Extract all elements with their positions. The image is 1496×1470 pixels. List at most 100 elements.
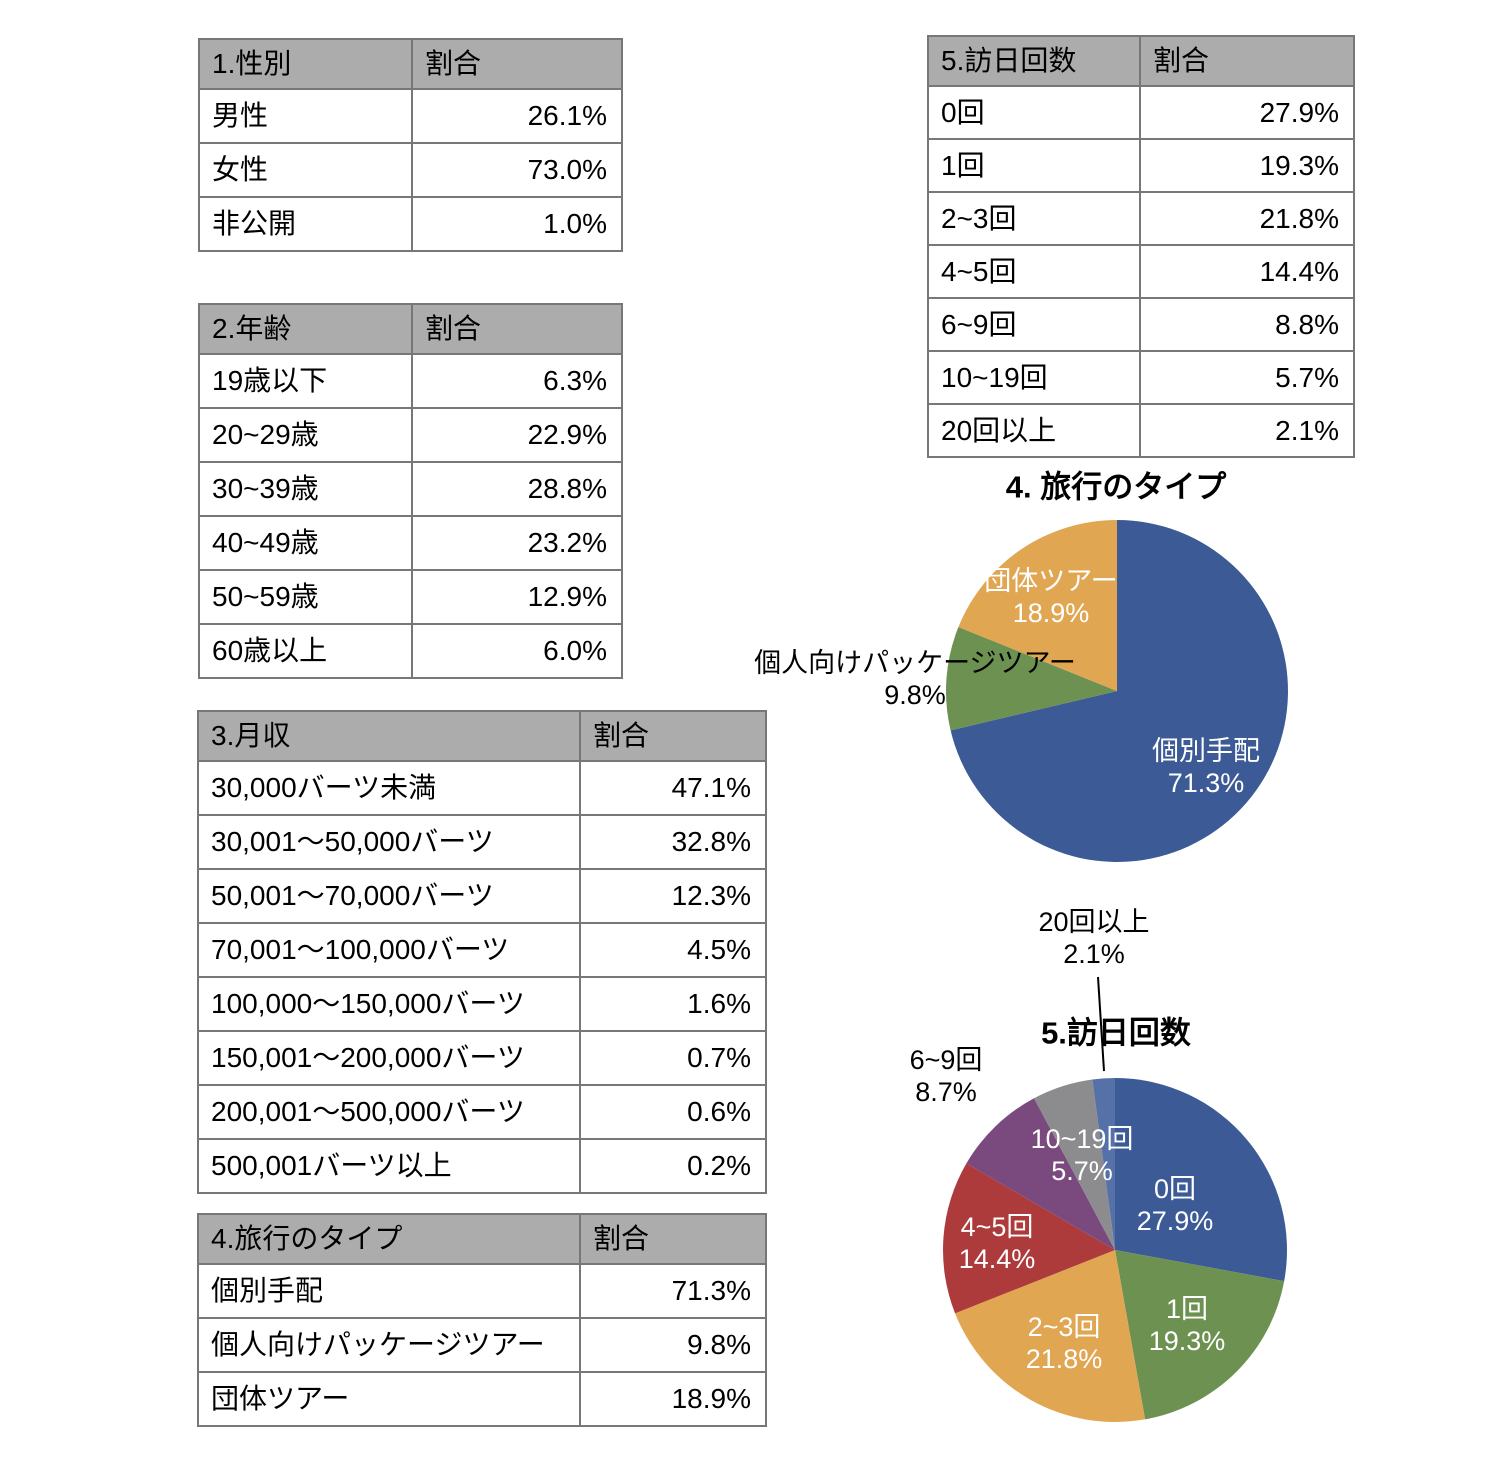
- pie-2-leader-line: [1097, 976, 1105, 1072]
- table-cell-value: 47.1%: [579, 760, 767, 816]
- pie-slice-percent-label: 18.9%: [1012, 598, 1090, 628]
- pie-visit-count-title: 5.訪日回数: [1041, 1015, 1191, 1051]
- table-header-category: 1.性別: [198, 38, 413, 90]
- table-cell-value: 73.0%: [411, 142, 623, 198]
- table-header-share: 割合: [579, 710, 767, 762]
- table-cell-value: 2.1%: [1139, 403, 1355, 458]
- table-cell-value: 19.3%: [1139, 138, 1355, 193]
- table-row: 50~59歳 12.9%: [198, 569, 623, 625]
- table-cell-label: 100,000〜150,000バーツ: [197, 976, 581, 1032]
- pie-slice-category-label: 個別手配: [1152, 736, 1260, 766]
- pie-2-slice-1: [1115, 1250, 1285, 1420]
- table-row: 1回 19.3%: [927, 138, 1355, 193]
- table-header-category: 2.年齢: [198, 303, 413, 355]
- table-row: 40~49歳 23.2%: [198, 515, 623, 571]
- table-cell-value: 12.3%: [579, 868, 767, 924]
- pie-2-label-1: 1回 19.3%: [1149, 1293, 1226, 1357]
- pie-1-label-2: 団体ツアー 18.9%: [984, 565, 1117, 629]
- pie-slice-percent-label: 8.7%: [915, 1077, 977, 1107]
- pie-2-label-4: 6~9回 8.7%: [910, 1044, 983, 1108]
- pie-slice-category-label: 0回: [1153, 1174, 1197, 1204]
- table-header-share: 割合: [411, 38, 623, 90]
- pie-slice-category-label: 1回: [1165, 1294, 1209, 1324]
- pie-slice-percent-label: 5.7%: [1051, 1156, 1113, 1186]
- table-cell-value: 6.0%: [411, 623, 623, 679]
- table-row: 女性 73.0%: [198, 142, 623, 198]
- pie-slice-percent-label: 2.1%: [1063, 939, 1125, 969]
- table-row: 団体ツアー 18.9%: [197, 1371, 767, 1427]
- table-cell-label: 20回以上: [927, 403, 1141, 458]
- pie-1-slice-0: [950, 520, 1288, 862]
- pie-slice-percent-label: 21.8%: [1025, 1344, 1103, 1374]
- table-cell-value: 6.3%: [411, 353, 623, 409]
- pie-slice-percent-label: 27.9%: [1136, 1206, 1214, 1236]
- pie-slice-category-label: 団体ツアー: [984, 566, 1118, 596]
- table-header-category: 4.旅行のタイプ: [197, 1213, 581, 1265]
- table-cell-value: 21.8%: [1139, 191, 1355, 246]
- table-row: 30,000バーツ未満 47.1%: [197, 760, 767, 816]
- pie-slice-percent-label: 14.4%: [958, 1244, 1036, 1274]
- table-row: 19歳以下 6.3%: [198, 353, 623, 409]
- table-cell-label: 500,001バーツ以上: [197, 1138, 581, 1194]
- table-cell-value: 9.8%: [579, 1317, 767, 1373]
- table-cell-label: 団体ツアー: [197, 1371, 581, 1427]
- pie-2-slice-6: [1092, 1078, 1115, 1250]
- table-header-row: 1.性別 割合: [198, 38, 623, 90]
- table-cell-label: 200,001〜500,000バーツ: [197, 1084, 581, 1140]
- table-row: 30~39歳 28.8%: [198, 461, 623, 517]
- table-cell-value: 27.9%: [1139, 85, 1355, 140]
- table-cell-label: 10~19回: [927, 350, 1141, 405]
- pie-slice-category-label: 4~5回: [960, 1212, 1034, 1242]
- table-cell-label: 個人向けパッケージツアー: [197, 1317, 581, 1373]
- table-cell-value: 0.6%: [579, 1084, 767, 1140]
- table-cell-label: 19歳以下: [198, 353, 413, 409]
- pie-slice-category-label: 10~19回: [1030, 1124, 1134, 1154]
- table-row: 100,000〜150,000バーツ 1.6%: [197, 976, 767, 1032]
- table-cell-label: 2~3回: [927, 191, 1141, 246]
- table-row: 6~9回 8.8%: [927, 297, 1355, 352]
- pie-2-label-2: 2~3回 21.8%: [1026, 1311, 1103, 1375]
- pie-slice-category-label: 6~9回: [909, 1045, 983, 1075]
- table-cell-label: 30~39歳: [198, 461, 413, 517]
- table-cell-value: 23.2%: [411, 515, 623, 571]
- table-gender: 1.性別 割合 男性 26.1% 女性 73.0% 非公開 1.0%: [198, 38, 623, 252]
- table-header-category: 5.訪日回数: [927, 35, 1141, 87]
- table-row: 70,001〜100,000バーツ 4.5%: [197, 922, 767, 978]
- table-cell-value: 32.8%: [579, 814, 767, 870]
- table-cell-value: 71.3%: [579, 1263, 767, 1319]
- table-cell-label: 30,000バーツ未満: [197, 760, 581, 816]
- table-travel-type: 4.旅行のタイプ 割合 個別手配 71.3% 個人向けパッケージツアー 9.8% 団体ツアー…: [197, 1213, 767, 1427]
- pie-slice-category-label: 個人向けパッケージツアー: [754, 648, 1076, 678]
- table-cell-label: 150,001〜200,000バーツ: [197, 1030, 581, 1086]
- table-row: 男性 26.1%: [198, 88, 623, 144]
- pie-1-label-0: 個別手配 71.3%: [1152, 735, 1260, 799]
- pie-1-slice-2: [958, 520, 1117, 691]
- table-cell-label: 20~29歳: [198, 407, 413, 463]
- pie-2-slice-3: [943, 1163, 1115, 1314]
- pie-2-slice-5: [1034, 1079, 1115, 1250]
- table-row: 4~5回 14.4%: [927, 244, 1355, 299]
- table-cell-value: 18.9%: [579, 1371, 767, 1427]
- table-cell-value: 28.8%: [411, 461, 623, 517]
- table-row: 200,001〜500,000バーツ 0.6%: [197, 1084, 767, 1140]
- table-row: 20~29歳 22.9%: [198, 407, 623, 463]
- table-cell-value: 0.2%: [579, 1138, 767, 1194]
- table-row: 30,001〜50,000バーツ 32.8%: [197, 814, 767, 870]
- table-row: 2~3回 21.8%: [927, 191, 1355, 246]
- table-cell-value: 22.9%: [411, 407, 623, 463]
- table-cell-label: 非公開: [198, 196, 413, 252]
- table-cell-value: 1.0%: [411, 196, 623, 252]
- table-age: 2.年齢 割合 19歳以下 6.3% 20~29歳 22.9% 30~39歳 28.8% 40~…: [198, 303, 623, 679]
- table-cell-label: 50,001〜70,000バーツ: [197, 868, 581, 924]
- table-cell-value: 26.1%: [411, 88, 623, 144]
- table-cell-label: 50~59歳: [198, 569, 413, 625]
- table-row: 個別手配 71.3%: [197, 1263, 767, 1319]
- table-row: 個人向けパッケージツアー 9.8%: [197, 1317, 767, 1373]
- pie-2-slice-2: [955, 1250, 1146, 1423]
- table-row: 60歳以上 6.0%: [198, 623, 623, 679]
- pie-1-label-1: 個人向けパッケージツアー 9.8%: [754, 647, 1076, 711]
- pie-travel-type-title: 4. 旅行のタイプ: [1005, 469, 1227, 505]
- table-cell-label: 1回: [927, 138, 1141, 193]
- table-row: 150,001〜200,000バーツ 0.7%: [197, 1030, 767, 1086]
